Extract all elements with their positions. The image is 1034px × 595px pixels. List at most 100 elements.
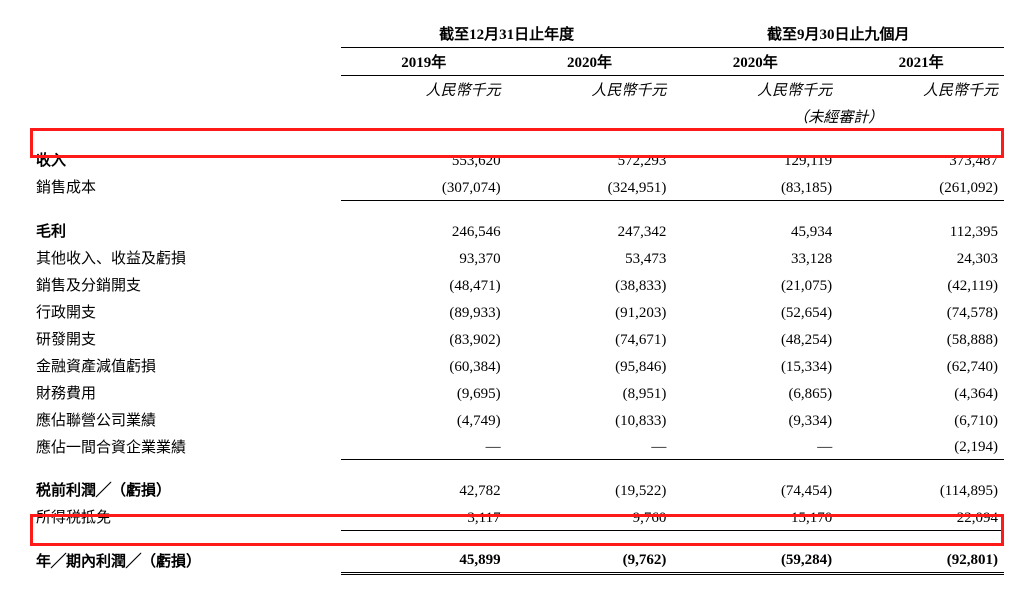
row-cogs: 銷售成本 (307,074) (324,951) (83,185) (261,0… [30,173,1004,200]
cell: 572,293 [507,146,673,173]
cell: (48,254) [672,325,838,352]
cell: (19,522) [507,476,673,503]
cell: (15,334) [672,352,838,379]
row-assoc-share: 應佔聯營公司業績 (4,749) (10,833) (9,334) (6,710… [30,406,1004,433]
unit-2: 人民幣千元 [507,76,673,104]
cell: 129,119 [672,146,838,173]
cell: (52,654) [672,298,838,325]
row-other-income: 其他收入、收益及虧損 93,370 53,473 33,128 24,303 [30,244,1004,271]
cell: — [672,433,838,460]
row-jv-share: 應佔一間合資企業業績 — — — (2,194) [30,433,1004,460]
header-period-row: 截至12月31日止年度 截至9月30日止九個月 [30,20,1004,48]
label-revenue: 收入 [30,146,341,173]
label-finance-cost: 財務費用 [30,379,341,406]
cell: 247,342 [507,217,673,244]
header-unit-row: 人民幣千元 人民幣千元 人民幣千元 人民幣千元 [30,76,1004,104]
cell: (4,364) [838,379,1004,406]
label-admin-exp: 行政開支 [30,298,341,325]
cell: (307,074) [341,173,507,200]
cell: (83,902) [341,325,507,352]
cell: (58,888) [838,325,1004,352]
financial-statement-table-wrap: 截至12月31日止年度 截至9月30日止九個月 2019年 2020年 2020… [30,20,1004,575]
cell: 24,303 [838,244,1004,271]
cell: (60,384) [341,352,507,379]
cell: (42,119) [838,271,1004,298]
header-unaudited-row: （未經審計） [30,103,1004,130]
cell: 42,782 [341,476,507,503]
row-gross-profit: 毛利 246,546 247,342 45,934 112,395 [30,217,1004,244]
row-selling-exp: 銷售及分銷開支 (48,471) (38,833) (21,075) (42,1… [30,271,1004,298]
header-unaudited: （未經審計） [672,103,1004,130]
cell: (21,075) [672,271,838,298]
label-gross-profit: 毛利 [30,217,341,244]
label-tax-credit: 所得税抵免 [30,503,341,530]
label-rnd-exp: 研發開支 [30,325,341,352]
row-revenue: 收入 553,620 572,293 129,119 373,487 [30,146,1004,173]
header-year-2021-9m: 2021年 [838,48,1004,76]
header-nine-months: 截至9月30日止九個月 [672,20,1004,48]
row-tax-credit: 所得税抵免 3,117 9,760 15,170 22,094 [30,503,1004,530]
cell: (59,284) [672,547,838,574]
cell: (91,203) [507,298,673,325]
cell: — [341,433,507,460]
cell: (95,846) [507,352,673,379]
row-net-profit: 年╱期內利潤╱（虧損） 45,899 (9,762) (59,284) (92,… [30,547,1004,574]
cell: 3,117 [341,503,507,530]
row-finance-cost: 財務費用 (9,695) (8,951) (6,865) (4,364) [30,379,1004,406]
cell: 112,395 [838,217,1004,244]
cell: (6,865) [672,379,838,406]
cell: — [507,433,673,460]
cell: 33,128 [672,244,838,271]
cell: 53,473 [507,244,673,271]
cell: (2,194) [838,433,1004,460]
row-pbt: 税前利潤╱（虧損） 42,782 (19,522) (74,454) (114,… [30,476,1004,503]
cell: 373,487 [838,146,1004,173]
cell: 246,546 [341,217,507,244]
cell: (83,185) [672,173,838,200]
cell: (9,762) [507,547,673,574]
label-jv-share: 應佔一間合資企業業績 [30,433,341,460]
cell: (89,933) [341,298,507,325]
cell: 15,170 [672,503,838,530]
label-other-income: 其他收入、收益及虧損 [30,244,341,271]
cell: 9,760 [507,503,673,530]
cell: (62,740) [838,352,1004,379]
cell: (9,334) [672,406,838,433]
cell: 22,094 [838,503,1004,530]
cell: 45,934 [672,217,838,244]
cell: (261,092) [838,173,1004,200]
cell: (74,671) [507,325,673,352]
row-admin-exp: 行政開支 (89,933) (91,203) (52,654) (74,578) [30,298,1004,325]
unit-3: 人民幣千元 [672,76,838,104]
cell: (74,454) [672,476,838,503]
cell: (8,951) [507,379,673,406]
row-rnd-exp: 研發開支 (83,902) (74,671) (48,254) (58,888) [30,325,1004,352]
label-net-profit: 年╱期內利潤╱（虧損） [30,547,341,574]
label-impairment: 金融資產減值虧損 [30,352,341,379]
header-year-2020-9m: 2020年 [672,48,838,76]
cell: (74,578) [838,298,1004,325]
header-year-row: 2019年 2020年 2020年 2021年 [30,48,1004,76]
unit-1: 人民幣千元 [341,76,507,104]
header-year-2019: 2019年 [341,48,507,76]
label-cogs: 銷售成本 [30,173,341,200]
cell: 93,370 [341,244,507,271]
cell: (38,833) [507,271,673,298]
cell: (324,951) [507,173,673,200]
cell: (4,749) [341,406,507,433]
header-full-year: 截至12月31日止年度 [341,20,673,48]
label-pbt: 税前利潤╱（虧損） [30,476,341,503]
cell: (114,895) [838,476,1004,503]
row-impairment: 金融資產減值虧損 (60,384) (95,846) (15,334) (62,… [30,352,1004,379]
cell: (10,833) [507,406,673,433]
income-statement-table: 截至12月31日止年度 截至9月30日止九個月 2019年 2020年 2020… [30,20,1004,575]
cell: 553,620 [341,146,507,173]
label-selling-exp: 銷售及分銷開支 [30,271,341,298]
label-assoc-share: 應佔聯營公司業績 [30,406,341,433]
cell: (6,710) [838,406,1004,433]
cell: 45,899 [341,547,507,574]
cell: (92,801) [838,547,1004,574]
cell: (9,695) [341,379,507,406]
cell: (48,471) [341,271,507,298]
header-year-2020: 2020年 [507,48,673,76]
